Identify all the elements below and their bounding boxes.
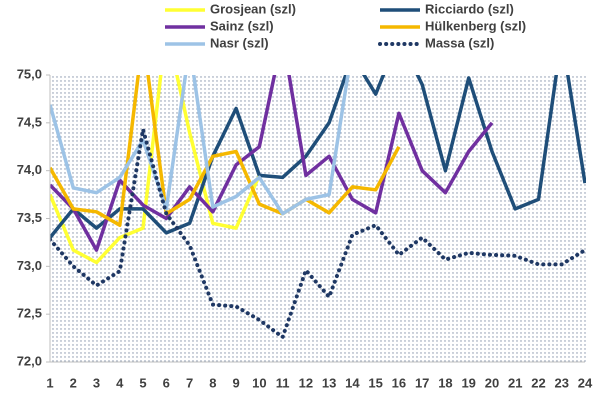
y-tick-label: 72,0: [17, 353, 42, 368]
x-tick-label: 6: [163, 375, 170, 390]
y-tick-label: 74,0: [17, 162, 42, 177]
y-tick-label: 74,5: [17, 114, 42, 129]
x-tick-label: 15: [368, 375, 382, 390]
legend-label: Sainz (szl): [210, 18, 274, 33]
x-tick-label: 21: [508, 375, 522, 390]
series-line: [50, 75, 401, 227]
legend-label: Grosjean (szl): [210, 1, 296, 16]
y-tick-label: 73,0: [17, 258, 42, 273]
x-tick-label: 14: [345, 375, 360, 390]
x-tick-label: 9: [232, 375, 239, 390]
y-tick-label: 73,5: [17, 210, 42, 225]
series-line: [50, 75, 586, 239]
x-tick-label: 4: [116, 375, 124, 390]
x-tick-label: 5: [139, 375, 146, 390]
legend-label: Nasr (szl): [210, 35, 269, 50]
x-tick-label: 10: [252, 375, 266, 390]
x-tick-label: 13: [322, 375, 336, 390]
plot-area: [50, 75, 586, 362]
x-tick-label: 8: [209, 375, 216, 390]
x-tick-label: 20: [485, 375, 499, 390]
x-tick-label: 11: [276, 375, 290, 390]
y-tick-label: 75,0: [17, 66, 42, 81]
x-tick-label: 16: [392, 375, 406, 390]
series-line: [50, 75, 350, 216]
legend-label: Hülkenberg (szl): [425, 18, 526, 33]
x-tick-label: 24: [578, 375, 593, 390]
x-tick-label: 18: [438, 375, 452, 390]
legend-label: Massa (szl): [425, 35, 494, 50]
lines: [50, 75, 586, 340]
x-tick-label: 22: [531, 375, 545, 390]
x-tick-label: 17: [415, 375, 429, 390]
series-line: [50, 127, 586, 340]
y-tick-label: 72,5: [17, 306, 42, 321]
x-tick-label: 7: [186, 375, 193, 390]
x-tick-label: 1: [46, 375, 53, 390]
x-tick-label: 3: [93, 375, 100, 390]
x-tick-label: 12: [299, 375, 313, 390]
x-tick-label: 2: [70, 375, 77, 390]
x-tick-label: 23: [555, 375, 569, 390]
x-tick-label: 19: [461, 375, 475, 390]
legend-label: Ricciardo (szl): [425, 1, 514, 16]
